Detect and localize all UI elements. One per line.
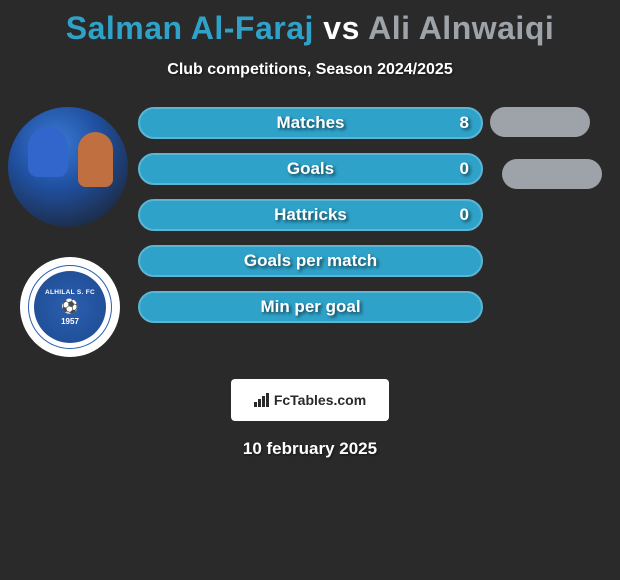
club-logo-year: 1957 [61, 317, 79, 326]
title-player1: Salman Al-Faraj [66, 10, 314, 46]
stat-bar-value: 0 [460, 205, 469, 225]
title-vs: vs [323, 10, 360, 46]
subtitle: Club competitions, Season 2024/2025 [0, 61, 620, 79]
stat-bar-label: Goals [287, 159, 334, 179]
stat-bar: Matches 8 [138, 107, 483, 139]
date-line: 10 february 2025 [0, 439, 620, 459]
stat-bar-label: Goals per match [244, 251, 377, 271]
player2-pill-goals [502, 159, 602, 189]
player1-club-logo: ALHILAL S. FC ⚽ 1957 [20, 257, 120, 357]
page-title: Salman Al-Faraj vs Ali Alnwaiqi [0, 0, 620, 47]
attribution-badge: FcTables.com [231, 379, 389, 421]
stat-bar: Goals per match [138, 245, 483, 277]
stat-bar-label: Hattricks [274, 205, 347, 225]
club-logo-star: ⚽ [61, 298, 78, 315]
stat-bar-value: 8 [460, 113, 469, 133]
stat-bar-label: Min per goal [260, 297, 360, 317]
player1-photo [8, 107, 128, 227]
chart-icon [254, 393, 270, 407]
stat-bar: Min per goal [138, 291, 483, 323]
player2-pill-matches [490, 107, 590, 137]
stat-bar: Hattricks 0 [138, 199, 483, 231]
club-logo-top-text: ALHILAL S. FC [45, 289, 95, 296]
stat-bars: Matches 8 Goals 0 Hattricks 0 Goals per match M… [138, 107, 483, 337]
attribution-text: FcTables.com [274, 392, 366, 408]
club-logo-inner: ALHILAL S. FC ⚽ 1957 [34, 271, 106, 343]
stat-bar-label: Matches [276, 113, 344, 133]
title-player2: Ali Alnwaiqi [368, 10, 554, 46]
stat-bar-value: 0 [460, 159, 469, 179]
comparison-area: ALHILAL S. FC ⚽ 1957 Matches8Goals0Hattr… [0, 107, 620, 357]
stat-bar: Goals 0 [138, 153, 483, 185]
